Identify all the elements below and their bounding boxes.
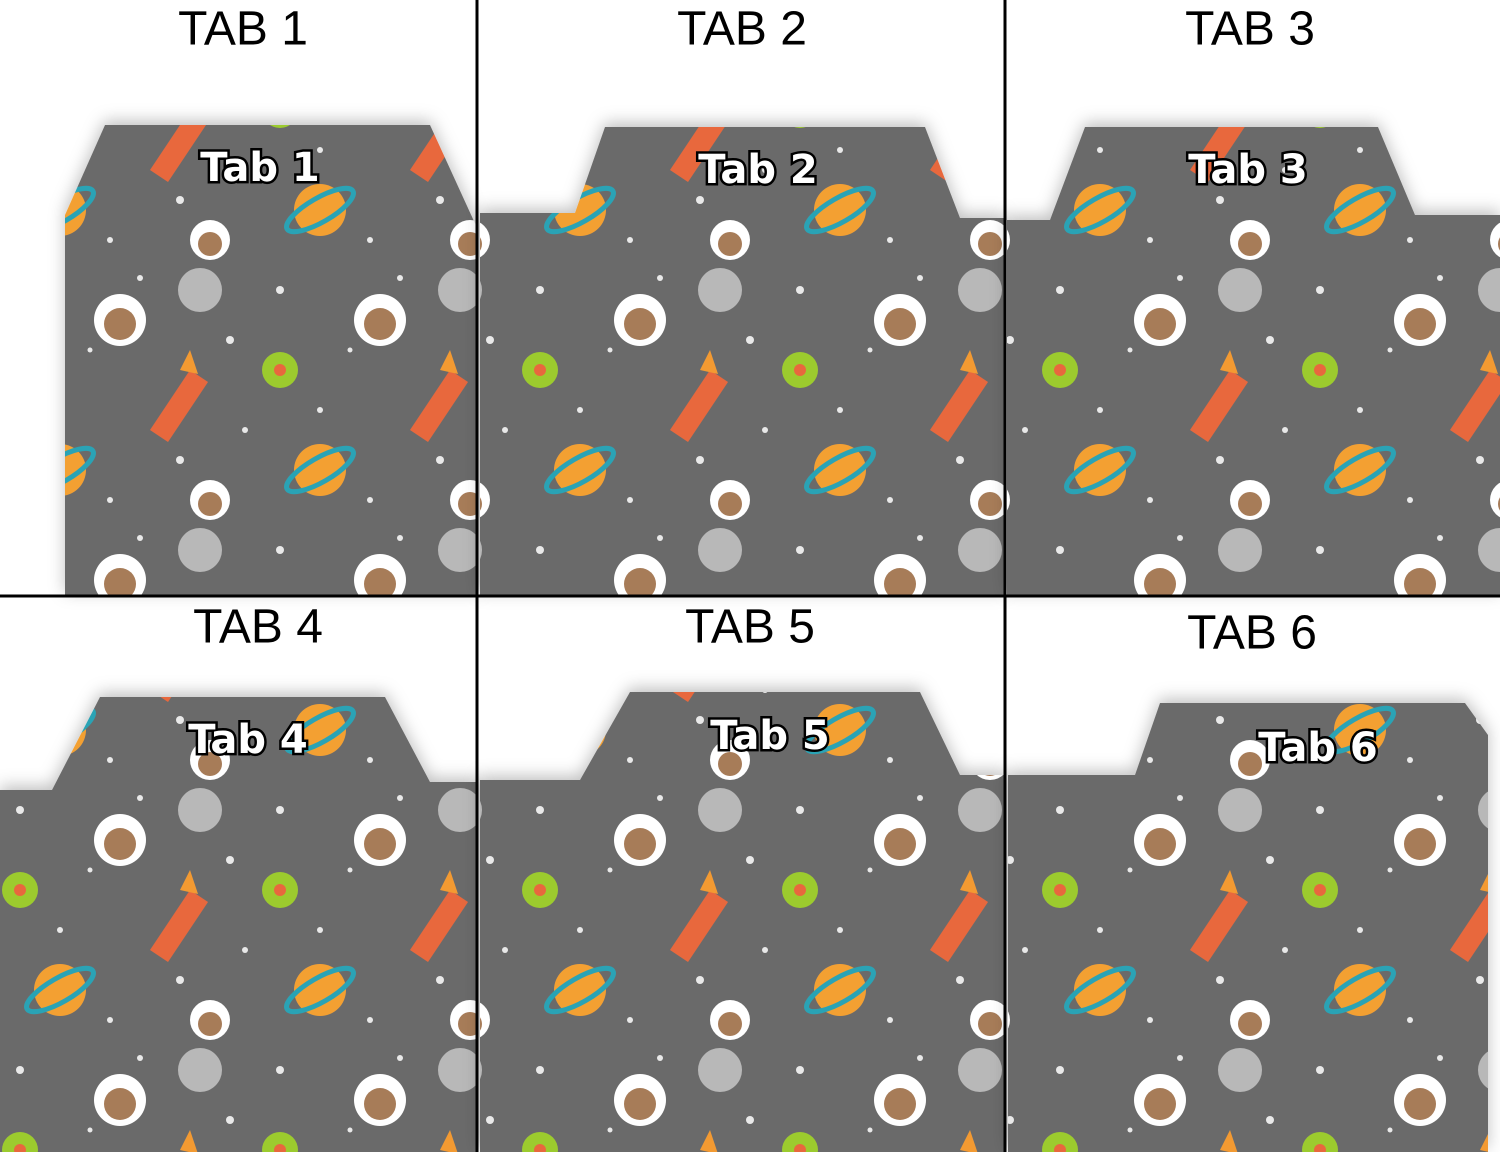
tab-card — [480, 127, 1004, 596]
panel-heading: TAB 3 — [1185, 3, 1315, 56]
tab-label: Tab 4 — [188, 717, 308, 763]
tab-label: Tab 3 — [1188, 147, 1308, 193]
panel-heading: TAB 2 — [677, 3, 807, 56]
tab-card — [1008, 703, 1488, 1152]
panel-heading: TAB 6 — [1187, 607, 1317, 660]
tab-label: Tab 2 — [698, 147, 818, 193]
tab-card — [480, 692, 1004, 1152]
tab-card — [65, 125, 478, 596]
panel-heading: TAB 4 — [193, 601, 323, 654]
tab-label: Tab 6 — [1258, 725, 1378, 771]
panel-heading: TAB 5 — [685, 601, 815, 654]
panel-heading: TAB 1 — [178, 3, 308, 56]
tab-card — [0, 697, 478, 1152]
tab-label: Tab 5 — [710, 713, 830, 759]
tab-label: Tab 1 — [200, 145, 320, 191]
tab-card — [1007, 127, 1500, 596]
tab-shapes — [0, 125, 1500, 1152]
